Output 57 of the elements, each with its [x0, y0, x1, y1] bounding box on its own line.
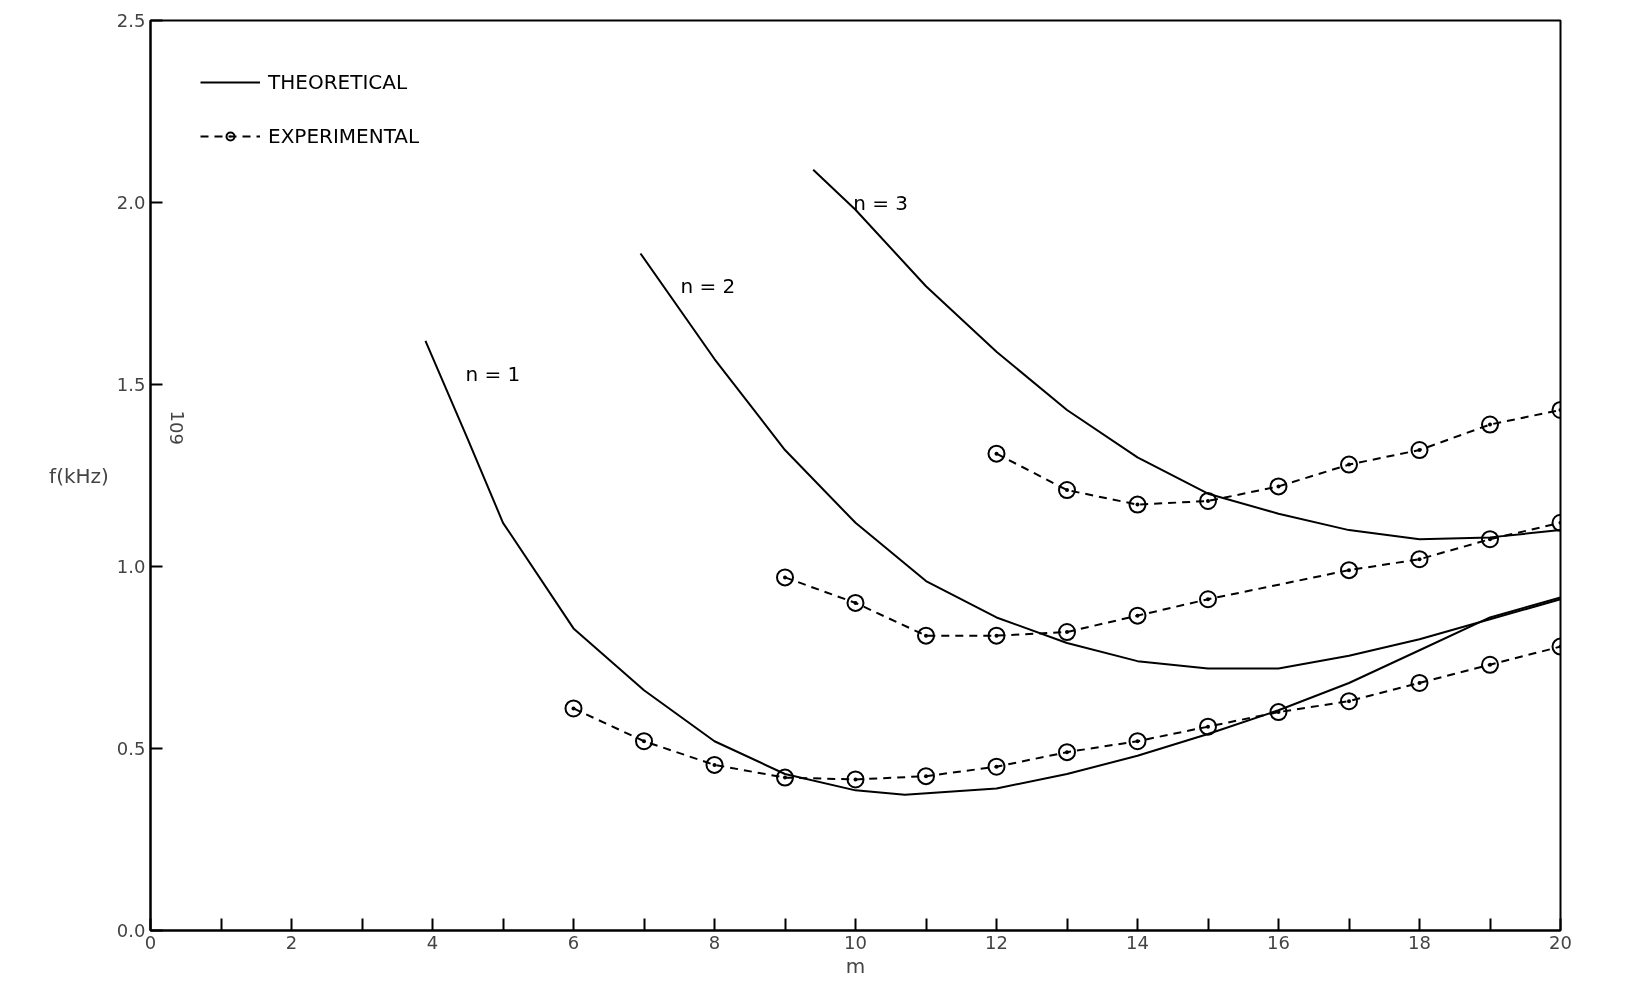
point [1481, 415, 1499, 434]
point [1058, 623, 1076, 641]
y-tick-label: 1.5 [116, 374, 146, 395]
point [1269, 477, 1288, 496]
point [1340, 455, 1358, 474]
point [1481, 655, 1499, 674]
point [917, 626, 935, 645]
x-tick-label: 10 [844, 931, 867, 953]
point [1199, 717, 1217, 736]
annotation: n = 3 [853, 190, 909, 215]
x-tick-label: 18 [1408, 931, 1431, 953]
point [846, 593, 865, 612]
y-tick-label: 1.0 [116, 556, 146, 577]
x-tick-label: 14 [1126, 931, 1149, 953]
legend-label: EXPERIMENTAL [268, 124, 420, 148]
x-tick-label: 12 [985, 931, 1008, 953]
point [1058, 481, 1076, 500]
point [987, 626, 1006, 645]
x-axis-title: m [845, 953, 866, 978]
y-tick-label: 2.5 [116, 10, 146, 31]
annotation: n = 1 [465, 361, 521, 386]
x-tick-label: 4 [426, 931, 439, 953]
x-tick-label: 2 [285, 931, 298, 953]
y-axis-title: f(kHz) [49, 463, 109, 488]
point [1340, 561, 1358, 580]
x-tick-label: 0 [144, 931, 157, 953]
point [1410, 550, 1429, 569]
point [1128, 495, 1147, 514]
point [1410, 441, 1429, 459]
y-tick-label: 0.5 [116, 738, 146, 759]
point [776, 568, 794, 587]
x-tick-label: 20 [1549, 931, 1572, 953]
point [635, 732, 653, 751]
point [776, 768, 794, 787]
y-tick-label: 0.0 [116, 920, 146, 941]
point [917, 767, 935, 786]
legend-label: THEORETICAL [268, 70, 408, 94]
x-tick-label: 6 [567, 931, 580, 953]
x-tick-label: 16 [1267, 931, 1290, 953]
point [987, 757, 1006, 776]
x-tick-label: 8 [708, 931, 721, 953]
point [1269, 703, 1288, 722]
point [846, 770, 865, 789]
point [1199, 492, 1217, 510]
point [1128, 732, 1147, 751]
point [1199, 590, 1217, 609]
point [564, 699, 583, 718]
point [1481, 530, 1499, 549]
y-tick-label: 2.0 [116, 192, 146, 213]
point [1340, 692, 1358, 711]
point [1128, 606, 1147, 625]
annotation: 109 [166, 410, 188, 445]
point [987, 444, 1006, 463]
point [1410, 674, 1429, 692]
annotation: n = 2 [680, 274, 736, 299]
point [705, 755, 724, 774]
point [1058, 743, 1076, 762]
